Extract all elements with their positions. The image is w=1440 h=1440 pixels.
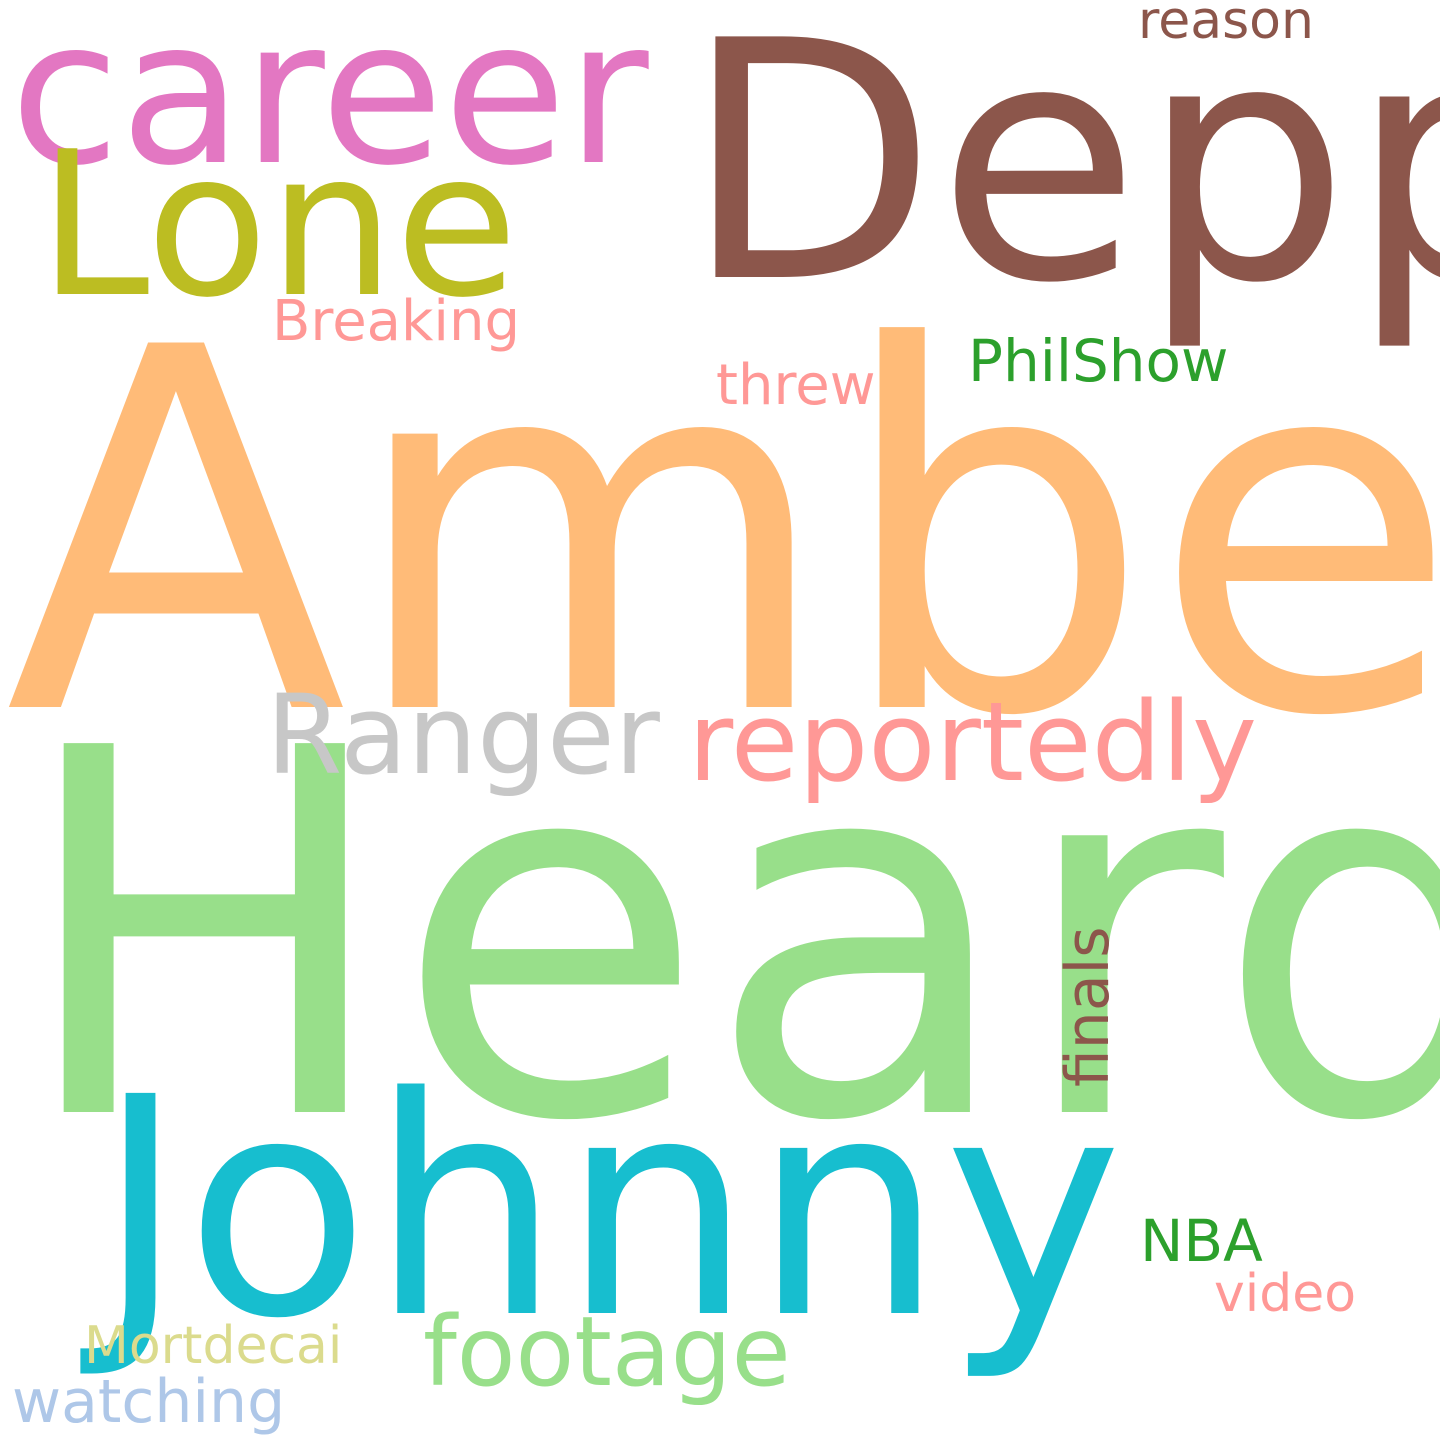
- word-philshow: PhilShow: [968, 327, 1229, 395]
- word-finals: finals: [1053, 926, 1123, 1087]
- word-career: career: [10, 0, 649, 210]
- word-depp: Depp: [683, 0, 1440, 355]
- word-threw: threw: [716, 353, 876, 418]
- word-breaking: Breaking: [272, 289, 521, 354]
- word-heard: Heard: [14, 643, 1440, 1232]
- word-footage: footage: [423, 1296, 791, 1408]
- word-amber: Amber: [5, 243, 1440, 825]
- word-nba: NBA: [1140, 1207, 1263, 1275]
- word-reason: reason: [1138, 0, 1314, 51]
- word-reportedly: reportedly: [688, 678, 1258, 806]
- word-mortdecai: Mortdecai: [84, 1316, 343, 1376]
- word-watching: watching: [12, 1367, 286, 1437]
- word-video: video: [1214, 1264, 1357, 1324]
- word-lone: Lone: [38, 109, 519, 342]
- word-ranger: Ranger: [266, 671, 660, 799]
- word-johnny: Johnny: [96, 1034, 1123, 1385]
